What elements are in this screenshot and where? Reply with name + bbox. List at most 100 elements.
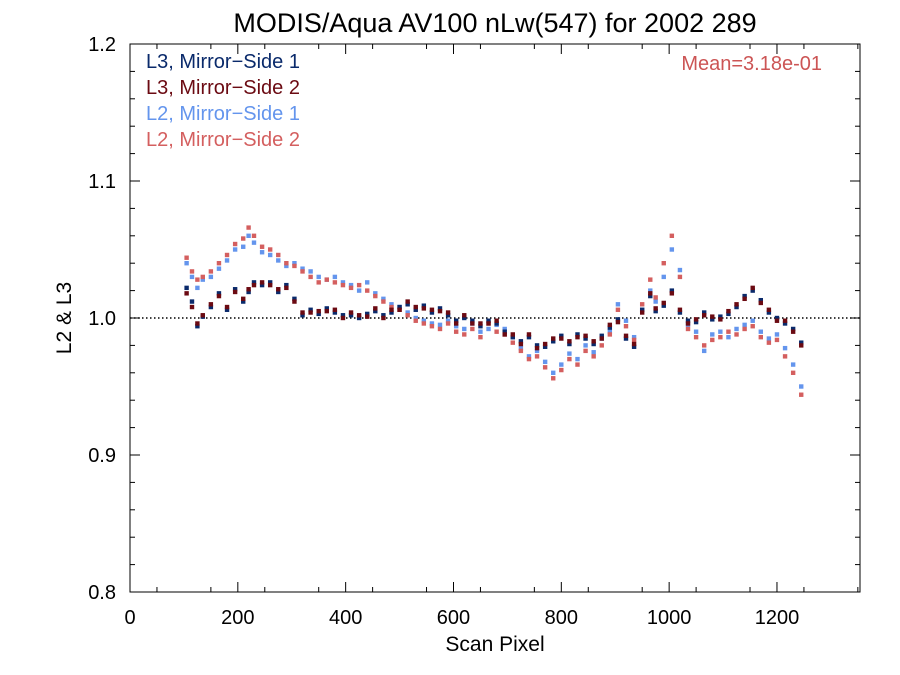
- data-point: [551, 370, 556, 375]
- data-point: [648, 291, 653, 296]
- data-point: [397, 307, 402, 312]
- data-point: [478, 329, 483, 334]
- data-point: [782, 321, 788, 326]
- x-axis: 0 200 400 600 800 1000 1200: [124, 44, 859, 629]
- data-point: [766, 336, 772, 341]
- data-point: [429, 324, 435, 329]
- data-point: [478, 324, 483, 329]
- data-point: [648, 277, 653, 282]
- data-point: [421, 321, 427, 326]
- data-point: [462, 326, 467, 332]
- data-point: [734, 332, 739, 337]
- data-point: [316, 308, 321, 314]
- data-point: [607, 322, 613, 328]
- data-point: [790, 329, 796, 334]
- data-point: [232, 289, 238, 295]
- data-point: [421, 318, 427, 323]
- data-point: [216, 293, 222, 299]
- data-point: [348, 313, 354, 318]
- legend: L3, Mirror−Side 1 L3, Mirror−Side 2 L2, Mi…: [146, 51, 300, 151]
- data-point: [453, 321, 459, 326]
- data-point: [510, 340, 515, 345]
- data-point: [591, 350, 596, 355]
- data-point: [259, 282, 265, 288]
- data-point: [575, 334, 580, 340]
- data-point: [300, 310, 305, 315]
- data-point: [413, 304, 418, 310]
- data-point: [661, 300, 666, 306]
- data-point: [734, 302, 739, 307]
- data-point: [502, 332, 507, 337]
- data-point: [677, 310, 683, 315]
- data-point: [308, 269, 313, 274]
- data-point: [308, 310, 313, 315]
- data-point: [284, 261, 289, 266]
- data-point: [774, 337, 780, 343]
- data-point: [710, 332, 715, 337]
- data-point: [429, 307, 435, 312]
- data-point: [631, 341, 637, 347]
- data-point: [726, 329, 731, 334]
- data-point: [701, 348, 707, 354]
- data-point: [316, 274, 321, 280]
- data-point: [510, 332, 515, 337]
- data-point: [677, 307, 683, 312]
- data-point: [405, 302, 410, 307]
- data-point: [429, 321, 435, 326]
- data-point: [559, 362, 564, 367]
- data-point: [356, 313, 362, 318]
- data-point: [195, 324, 200, 329]
- data-point: [551, 376, 556, 381]
- data-point: [799, 384, 804, 389]
- data-point: [308, 274, 313, 280]
- x-axis-label: Scan Pixel: [445, 633, 544, 656]
- data-point: [615, 317, 621, 322]
- data-point: [486, 318, 491, 323]
- series-4: [184, 225, 804, 397]
- data-point: [316, 280, 321, 285]
- series-1: [184, 280, 804, 349]
- data-point: [542, 344, 548, 349]
- data-point: [661, 274, 666, 280]
- data-point: [639, 307, 645, 312]
- data-point: [718, 317, 723, 322]
- data-point: [184, 285, 189, 291]
- data-point: [799, 343, 804, 348]
- data-point: [340, 280, 346, 285]
- data-point: [486, 321, 491, 326]
- data-point: [693, 334, 699, 340]
- data-point: [267, 247, 273, 252]
- data-point: [758, 329, 763, 334]
- data-point: [470, 326, 475, 332]
- data-point: [348, 310, 354, 315]
- data-point: [324, 277, 329, 282]
- data-point: [559, 367, 564, 373]
- data-point: [232, 287, 238, 292]
- data-point: [766, 340, 772, 345]
- data-point: [340, 315, 346, 321]
- data-point: [332, 310, 338, 315]
- legend-entry: L2, Mirror−Side 1: [146, 103, 300, 125]
- data-point: [639, 302, 645, 307]
- data-point: [421, 303, 427, 308]
- data-point: [413, 307, 418, 312]
- mean-annotation: Mean=3.18e-01: [681, 53, 822, 75]
- data-point: [276, 258, 281, 263]
- data-point: [567, 351, 572, 356]
- data-point: [774, 318, 780, 323]
- data-point: [648, 288, 653, 293]
- data-point: [631, 334, 637, 340]
- data-point: [653, 295, 658, 300]
- data-point: [389, 310, 394, 315]
- x-tick-label: 1000: [647, 607, 692, 629]
- data-point: [348, 285, 354, 291]
- data-point: [486, 326, 491, 332]
- data-point: [701, 313, 707, 318]
- data-point: [542, 341, 548, 347]
- data-point: [607, 329, 613, 334]
- data-point: [259, 280, 265, 285]
- data-point: [677, 274, 683, 280]
- data-point: [559, 333, 564, 339]
- x-tick-label: 600: [437, 607, 470, 629]
